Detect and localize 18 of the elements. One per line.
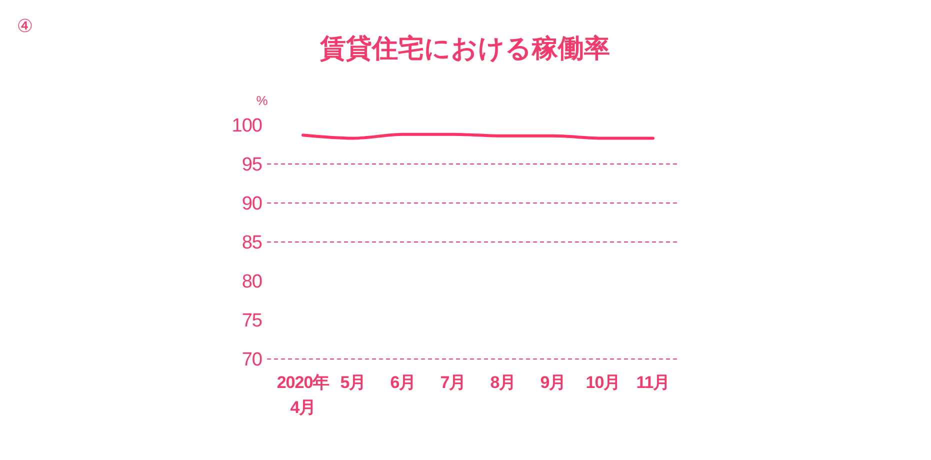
y-tick-label: 70	[242, 350, 262, 371]
x-tick-label: 7月	[440, 373, 466, 392]
x-tick-label: 9月	[540, 373, 566, 392]
x-tick-label: 5月	[340, 373, 366, 392]
y-tick-label: 100	[232, 116, 262, 137]
text: ④	[16, 16, 34, 36]
chart-title: 賃貸住宅における稼働率	[319, 33, 610, 63]
x-tick-label: 11月	[636, 373, 670, 392]
y-tick-label: 75	[242, 310, 262, 332]
y-tick-label: 80	[242, 272, 262, 293]
y-tick-label: 85	[242, 232, 262, 254]
x-tick-label: 8月	[490, 373, 516, 392]
y-tick-label: 95	[242, 154, 262, 176]
x-tick-label: 2020年 4月	[276, 373, 330, 417]
x-tick-label: 6月	[390, 373, 416, 392]
y-tick-label: 90	[242, 194, 262, 215]
y-axis-title: %	[256, 93, 268, 108]
x-tick-label: 10月	[586, 373, 620, 392]
